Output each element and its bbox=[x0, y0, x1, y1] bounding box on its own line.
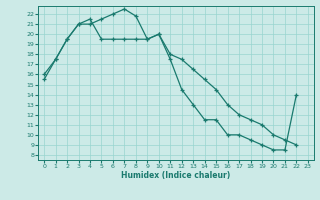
X-axis label: Humidex (Indice chaleur): Humidex (Indice chaleur) bbox=[121, 171, 231, 180]
